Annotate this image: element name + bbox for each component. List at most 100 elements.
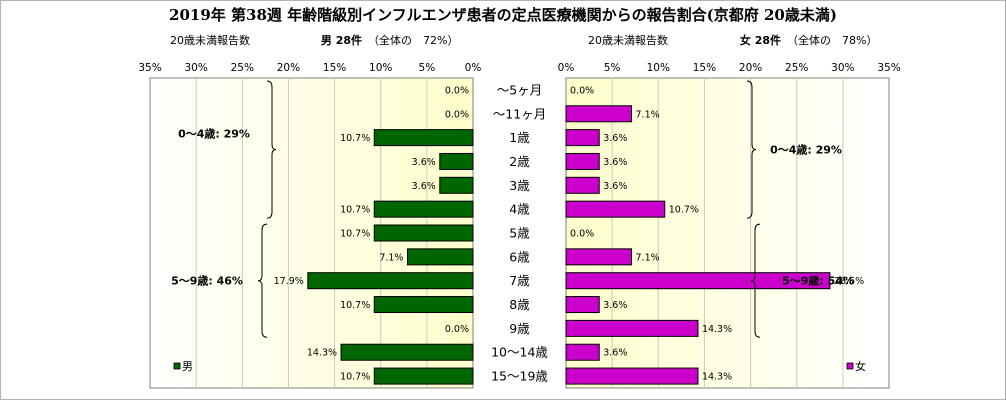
female-data-label: 3.6% [603,348,627,359]
male-brace-0-4 [266,80,277,219]
data-labels: 0.0% 0.0% 0.0% 7.1% 10.7% 3.6% 3.6% 3.6% 3.6% 3.6… [274,85,865,382]
female-tick-label: 30% [831,62,854,74]
category-label: 8歳 [509,297,530,312]
category-label: 10～14歳 [491,345,548,360]
male-data-label: 10.7% [340,300,370,311]
female-data-label: 0.0% [570,229,594,240]
category-label: 1歳 [509,130,530,145]
male-bar [373,367,474,385]
male-bar [439,176,474,194]
female-share: （全体の 78%） [787,33,877,47]
male-legend-label: 男 [182,360,193,373]
female-header-label: 20歳未満報告数 [588,34,668,47]
female-data-label: 10.7% [669,205,699,216]
male-bar [439,152,474,170]
male-bar [373,129,474,147]
female-tick-label: 0% [558,62,575,74]
male-data-label: 10.7% [340,133,370,144]
female-bar [565,176,600,194]
female-legend-swatch [846,362,854,370]
female-data-label: 3.6% [603,300,627,311]
male-bar [340,343,474,361]
male-count: 男 28件 [321,33,362,47]
female-count: 女 28件 [740,33,781,47]
female-legend-label: 女 [855,359,866,373]
category-label: 6歳 [509,249,530,264]
female-tick-label: 5% [604,62,621,74]
male-bar [373,296,474,314]
female-tick-label: 25% [785,62,808,74]
category-label: 2歳 [509,154,530,169]
male-tick-label: 25% [231,62,254,74]
male-legend-swatch [173,362,181,370]
chart-title: 2019年 第38週 年齢階級別インフルエンザ患者の定点医療機関からの報告割合(… [169,6,837,24]
female-bar [565,272,831,290]
male-tick-label: 15% [323,62,346,74]
male-bar [373,200,474,218]
bars [307,105,831,385]
category-label: 15～19歳 [491,369,548,384]
male-bar [373,224,474,242]
male-data-label: 10.7% [340,205,370,216]
male-data-label: 0.0% [445,109,469,120]
female-data-label: 3.6% [603,133,627,144]
male-data-label: 3.6% [412,181,436,192]
female-data-label: 7.1% [636,252,660,263]
axis-tick-labels: 35% 30% 25% 20% 15% 10% 5% 0% 0% 5% 10% 15% 20% 25% 30… [138,62,900,74]
female-data-label: 3.6% [603,157,627,168]
male-header-label: 20歳未満報告数 [170,34,250,47]
category-label: 9歳 [509,321,530,336]
male-bar [406,248,474,266]
female-data-label: 3.6% [603,181,627,192]
female-group-5-9-label: 5～9歳: 54% [782,274,854,288]
male-tick-label: 35% [138,62,161,74]
female-bar [565,319,699,337]
female-tick-label: 15% [693,62,716,74]
category-label: 5歳 [509,226,530,241]
category-label: 7歳 [509,273,530,288]
female-tick-label: 20% [739,62,762,74]
female-bar [565,296,600,314]
category-label: ～11ヶ月 [493,106,546,121]
female-plot-area [565,77,890,389]
male-tick-label: 10% [369,62,392,74]
female-data-label: 14.3% [702,324,732,335]
male-group-5-9-label: 5～9歳: 46% [171,274,243,288]
female-bar [565,367,699,385]
male-tick-label: 0% [465,62,482,74]
category-label: 3歳 [509,178,530,193]
male-share: （全体の 72%） [368,33,458,47]
female-data-label: 28.6% [834,276,864,287]
female-bar [565,248,633,266]
male-data-label: 0.0% [445,324,469,335]
category-label: ～5ヶ月 [497,82,542,97]
male-tick-label: 20% [277,62,300,74]
male-bar [307,272,474,290]
female-data-label: 14.3% [702,372,732,383]
male-data-label: 0.0% [445,85,469,96]
female-bar [565,152,600,170]
male-tick-label: 5% [419,62,436,74]
female-bar [565,129,600,147]
female-tick-label: 35% [877,62,900,74]
male-data-label: 14.3% [307,348,337,359]
category-labels: ～5ヶ月 ～11ヶ月 1歳 2歳 3歳 4歳 5歳 6歳 7歳 8歳 9歳 10～14歳 15～19歳 [491,82,548,383]
male-data-label: 3.6% [412,157,436,168]
male-group-0-4-label: 0～4歳: 29% [178,127,250,141]
female-bar [565,105,633,123]
male-data-label: 10.7% [340,372,370,383]
female-brace-0-4 [746,80,757,219]
category-label: 4歳 [509,202,530,217]
female-data-label: 0.0% [570,85,594,96]
male-data-label: 7.1% [379,252,403,263]
female-data-label: 7.1% [636,109,660,120]
female-brace-5-9 [750,223,761,338]
male-brace-5-9 [257,223,268,338]
female-tick-label: 10% [647,62,670,74]
male-data-label: 17.9% [274,276,304,287]
male-tick-label: 30% [184,62,207,74]
male-data-label: 10.7% [340,229,370,240]
female-bar [565,343,600,361]
female-group-0-4-label: 0～4歳: 29% [770,143,842,157]
